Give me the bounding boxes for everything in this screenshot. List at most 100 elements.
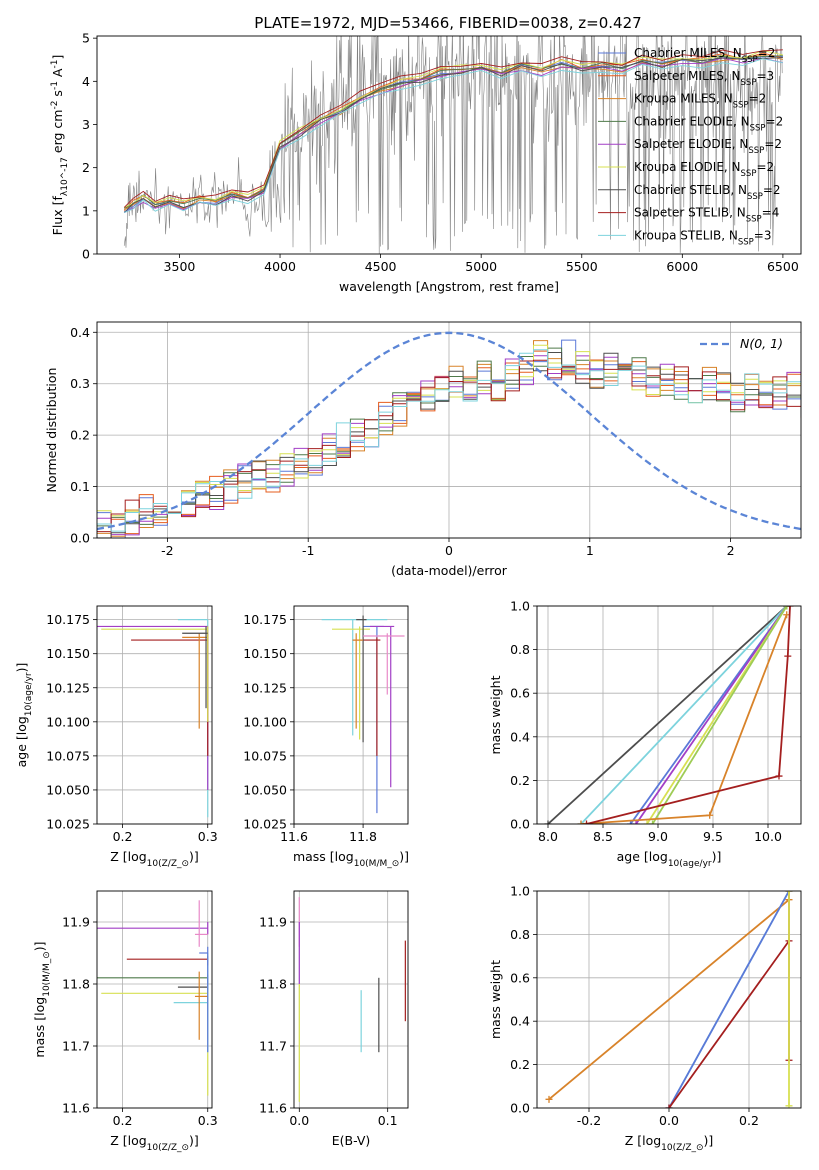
y-tick-label: 10.100 [46,714,90,729]
x-tick-label: -2 [161,543,173,558]
axes-weight_vs_age: 8.0 8.5 9.0 9.5 10.0 0.0 0.2 0.4 0.6 0.8 1.0 age [l… [488,599,802,869]
weight-line-olive [651,606,788,824]
weight-marker [785,1102,793,1108]
x-axis-label: E(B-V) [332,1133,371,1148]
weight-line-salp_stelib [586,606,791,824]
y-tick-label: 10.075 [243,748,287,763]
gridlines [97,606,212,825]
axes-spectrum: 3500 4000 4500 5000 5500 6000 6500 0 1 2 3 4 5 wavele… [50,31,802,294]
y-tick-label: 0 [82,247,90,262]
gaussian-curve [97,331,801,531]
x-tick-label: 4000 [264,259,296,274]
weight-marker [577,820,585,824]
weight-marker [775,772,783,780]
legend-label: Salpeter STELIB, NSSP=4 [634,206,779,225]
y-axis-label: Normed distribution [44,368,59,493]
weight-marker [643,820,651,824]
y-tick-label: 1.0 [510,884,530,899]
axes-age_vs_Z: 0.2 0.3 10.025 10.050 10.075 10.100 10.125 10.1… [14,605,218,869]
x-tick-label: 6000 [666,259,698,274]
y-tick-label: 10.025 [46,817,90,832]
y-tick-label: 10.175 [243,612,287,627]
x-axis-label: Z [log10(Z/Z_⊙)] [110,1133,199,1153]
axes-frame [96,890,213,1109]
x-tick-label: 9.0 [648,829,668,844]
axes-frame [293,605,409,825]
y-tick-label: 0.0 [510,817,530,832]
plot-area [298,897,406,1102]
weight-marker [783,606,791,610]
weight-line-chab_miles [668,891,790,1108]
y-tick-label: 10.050 [46,782,90,797]
y-tick-label: 10.175 [46,612,90,627]
y-tick-label: 2 [82,160,90,175]
histogram-chab_miles [97,339,801,538]
axes-frame [293,890,409,1109]
axis-layer: 0.2 0.3 10.025 10.050 10.075 10.100 10.125 10.1… [14,605,218,869]
axes-residuals: -2 -1 0 1 2 0.0 0.1 0.2 0.3 0.4 (data-model)/error… [44,321,802,578]
x-tick-label: 5000 [465,259,497,274]
model-line-salp_stelib [123,49,783,208]
plot-area [97,619,209,818]
y-tick-label: 10.125 [46,680,90,695]
axes-frame [96,321,802,539]
y-tick-label: 11.6 [62,1101,90,1116]
x-tick-label: -0.2 [577,1113,601,1128]
plot-area [97,331,801,538]
y-tick-label: 11.8 [62,977,90,992]
y-tick-label: 0.0 [70,531,90,546]
weight-marker [665,1104,673,1108]
axis-layer: -2 -1 0 1 2 0.0 0.1 0.2 0.3 0.4 (data-model)/error… [44,321,802,578]
x-tick-label: 1 [586,543,594,558]
y-tick-label: 11.7 [259,1039,287,1054]
gridlines [97,891,212,1109]
weight-line-krou_stelib [580,606,788,824]
y-tick-label: 10.050 [243,782,287,797]
plot-area [97,900,209,1096]
y-tick-label: 0.6 [510,970,530,985]
x-axis-label: (data-model)/error [391,563,508,578]
y-tick-label: 0.2 [70,428,90,443]
weight-marker [583,820,590,824]
y-tick-label: 11.9 [62,915,90,930]
x-tick-label: 0.3 [198,829,218,844]
y-axis-label: Flux [fλ10^-17 erg cm-2 s-1 A-1] [50,55,70,236]
y-tick-label: 0.6 [510,686,530,701]
histogram-salp_miles [97,350,801,538]
weight-marker [627,820,634,824]
x-tick-label: 0.2 [739,1113,759,1128]
legend-label: Salpeter MILES, NSSP=3 [634,69,774,88]
y-tick-label: 1.0 [510,599,530,614]
y-tick-label: 10.100 [243,714,287,729]
axes-frame [536,890,802,1109]
weight-marker [785,891,793,895]
axis-layer: 8.0 8.5 9.0 9.5 10.0 0.0 0.2 0.4 0.6 0.8 1.0 age [l… [488,599,802,869]
plot-area [544,606,794,824]
histogram-chab_elodie [97,347,801,527]
axis-layer: 0.2 0.3 11.6 11.7 11.8 11.9 Z [log10(Z/Z_⊙)] ma… [32,890,218,1153]
legend-label: Kroupa MILES, NSSP=2 [634,92,766,111]
y-tick-label: 0.8 [510,927,530,942]
x-axis-label: age [log10(age/yr)] [617,849,722,869]
x-tick-label: 11.8 [349,829,377,844]
axes-frame [96,35,802,255]
x-axis-label: Z [log10(Z/Z_⊙)] [625,1133,714,1153]
plot-area [123,36,784,254]
y-tick-label: 0.8 [510,642,530,657]
x-tick-label: 0 [445,543,453,558]
x-tick-label: 0.2 [113,1113,133,1128]
axes-age_vs_mass: 11.6 11.8 10.025 10.050 10.075 10.100 10.125 10… [243,605,409,869]
weight-marker [786,606,794,610]
x-tick-label: 0.3 [198,1113,218,1128]
gridlines [294,891,408,1109]
x-tick-label: 3500 [164,259,196,274]
x-tick-label: 5500 [566,259,598,274]
y-tick-label: 10.025 [243,817,287,832]
x-axis-label: wavelength [Angstrom, rest frame] [339,279,559,294]
histogram-krou_stelib [97,349,801,532]
x-tick-label: 9.5 [703,829,723,844]
axes-mass_vs_Z: 0.2 0.3 11.6 11.7 11.8 11.9 Z [log10(Z/Z_⊙)] ma… [32,890,218,1153]
weight-marker [544,820,552,824]
x-tick-label: 2 [727,543,735,558]
